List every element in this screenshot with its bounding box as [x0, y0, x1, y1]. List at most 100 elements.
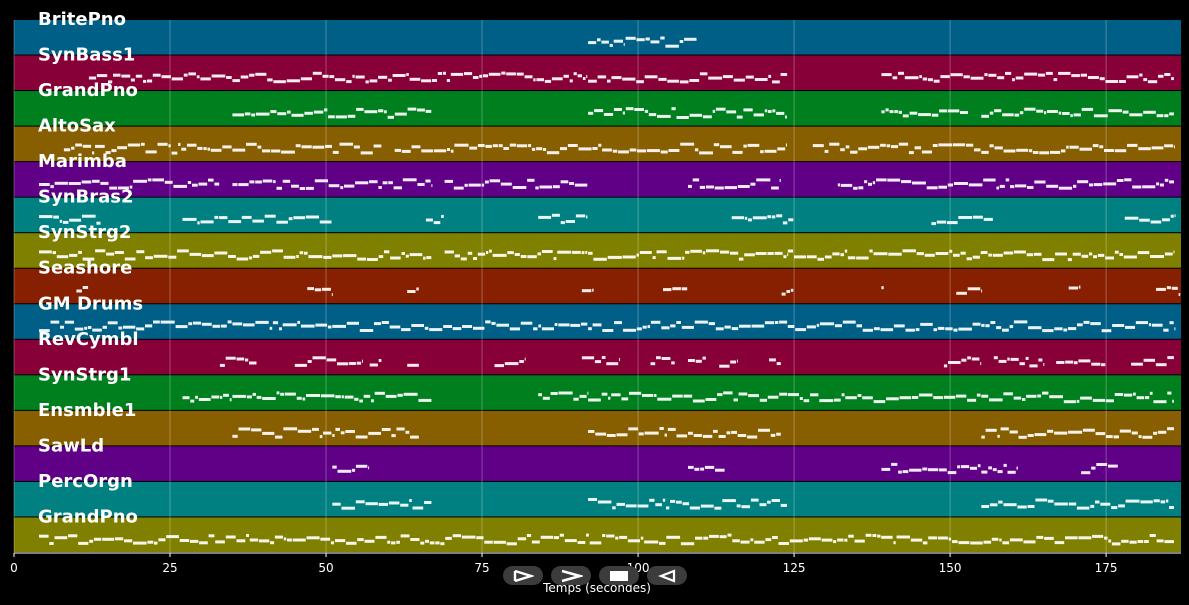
- note: [854, 539, 865, 543]
- note: [1003, 463, 1007, 467]
- note: [989, 398, 1003, 402]
- note: [602, 329, 614, 332]
- note: [967, 398, 977, 402]
- note: [78, 250, 82, 254]
- note: [410, 435, 419, 439]
- note: [429, 328, 443, 332]
- note: [956, 394, 967, 398]
- note: [117, 186, 129, 190]
- note: [808, 537, 821, 541]
- note: [1037, 394, 1042, 398]
- note: [867, 145, 880, 149]
- note: [208, 534, 215, 538]
- note: [164, 180, 173, 184]
- note: [411, 324, 424, 327]
- note: [337, 362, 349, 366]
- note: [54, 181, 68, 185]
- note: [369, 363, 378, 367]
- note: [956, 291, 967, 295]
- note: [516, 144, 528, 148]
- note: [732, 539, 740, 543]
- note: [381, 428, 391, 431]
- note: [355, 75, 365, 79]
- note: [684, 37, 697, 41]
- note: [171, 151, 178, 155]
- note: [1124, 178, 1132, 182]
- note: [664, 433, 667, 437]
- note: [450, 72, 464, 76]
- note: [607, 255, 622, 259]
- note: [308, 255, 323, 259]
- note: [328, 184, 340, 188]
- note: [400, 534, 410, 538]
- note: [1092, 534, 1104, 538]
- note: [601, 392, 608, 396]
- x-tick-label: 125: [783, 561, 806, 575]
- note: [1123, 393, 1133, 397]
- note: [622, 77, 636, 81]
- note: [232, 394, 246, 398]
- note: [1087, 76, 1099, 79]
- note: [181, 147, 187, 151]
- note: [842, 320, 856, 324]
- note: [460, 257, 467, 261]
- track-band: [14, 126, 1181, 162]
- track-band: [14, 20, 1181, 55]
- note: [127, 143, 141, 147]
- note: [1027, 505, 1035, 508]
- note: [357, 538, 364, 542]
- note: [533, 327, 538, 331]
- note: [1010, 185, 1015, 189]
- note: [981, 394, 989, 398]
- note: [719, 535, 727, 539]
- note: [1091, 362, 1101, 366]
- note: [533, 78, 536, 82]
- note: [939, 109, 947, 113]
- note: [983, 217, 993, 221]
- note: [1169, 506, 1174, 509]
- note: [785, 115, 787, 119]
- note: [940, 75, 950, 79]
- rewind-button[interactable]: [503, 566, 543, 585]
- note: [984, 73, 988, 77]
- note: [1078, 359, 1091, 363]
- note: [947, 109, 960, 113]
- note: [824, 149, 829, 153]
- note: [450, 149, 454, 153]
- note: [628, 427, 638, 431]
- stop-button[interactable]: [599, 566, 639, 585]
- track-band: [14, 268, 1181, 304]
- note: [636, 327, 642, 331]
- note: [573, 397, 579, 401]
- note: [1114, 250, 1119, 254]
- note: [957, 465, 961, 469]
- note: [1111, 506, 1118, 510]
- note: [201, 322, 212, 326]
- note: [824, 255, 832, 259]
- note: [946, 221, 958, 225]
- note: [972, 215, 983, 219]
- note: [262, 431, 275, 435]
- note: [585, 250, 588, 254]
- note: [732, 150, 743, 154]
- note: [1090, 322, 1101, 326]
- track-band: [14, 339, 1181, 375]
- note: [587, 391, 589, 395]
- note: [71, 146, 75, 150]
- note: [570, 323, 581, 327]
- note: [143, 79, 147, 83]
- note: [719, 364, 730, 368]
- note: [133, 179, 147, 183]
- play-button[interactable]: [551, 566, 591, 585]
- note: [1073, 361, 1078, 365]
- note: [608, 396, 611, 400]
- note: [252, 254, 260, 258]
- note: [837, 183, 841, 187]
- back-button[interactable]: [647, 566, 687, 585]
- note: [390, 256, 401, 260]
- note: [1015, 184, 1027, 188]
- note: [403, 392, 418, 396]
- track-label: Ensmble1: [38, 400, 136, 421]
- note: [246, 142, 257, 146]
- note: [601, 40, 609, 44]
